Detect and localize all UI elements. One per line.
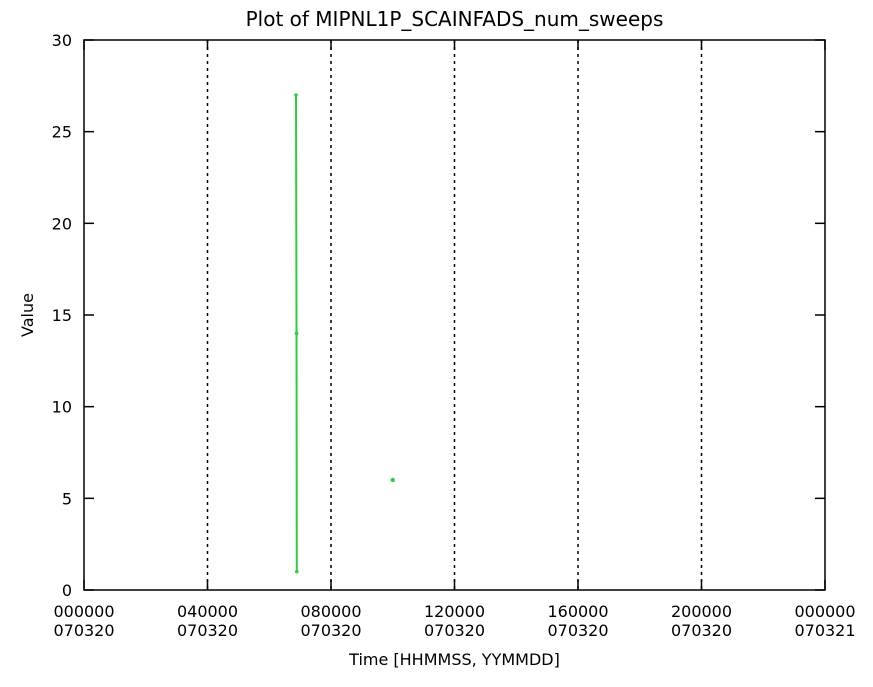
data-point [294,569,299,574]
x-tick-label-date: 070320 [424,621,485,640]
data-point [390,477,395,483]
x-tick-label-date: 070320 [177,621,238,640]
x-tick-label-date: 070320 [300,621,361,640]
x-tick-label-time: 200000 [671,602,732,621]
y-tick-label: 5 [62,489,72,508]
y-tick-label: 0 [62,581,72,600]
x-tick-label-date: 070320 [671,621,732,640]
data-point [294,331,299,336]
x-tick-label-date: 070320 [547,621,608,640]
grid-lines [206,40,703,590]
x-tick-label-time: 000000 [794,602,855,621]
chart-title: Plot of MIPNL1P_SCAINFADS_num_sweeps [246,7,664,31]
x-tick-label-time: 040000 [177,602,238,621]
axis-ticks [83,39,826,591]
x-tick-label-time: 160000 [547,602,608,621]
x-axis-label: Time [HHMMSS, YYMMDD] [348,650,560,669]
x-tick-label-date: 070320 [53,621,114,640]
x-tick-label-date: 070321 [794,621,855,640]
y-tick-label: 30 [52,31,72,50]
x-tick-label-time: 080000 [300,602,361,621]
y-tick-label: 20 [52,214,72,233]
y-axis-label: Value [18,293,37,337]
y-tick-label: 15 [52,306,72,325]
y-tick-label: 25 [52,123,72,142]
y-tick-label: 10 [52,398,72,417]
data-point [294,93,298,97]
x-tick-label-time: 000000 [53,602,114,621]
x-tick-label-time: 120000 [424,602,485,621]
